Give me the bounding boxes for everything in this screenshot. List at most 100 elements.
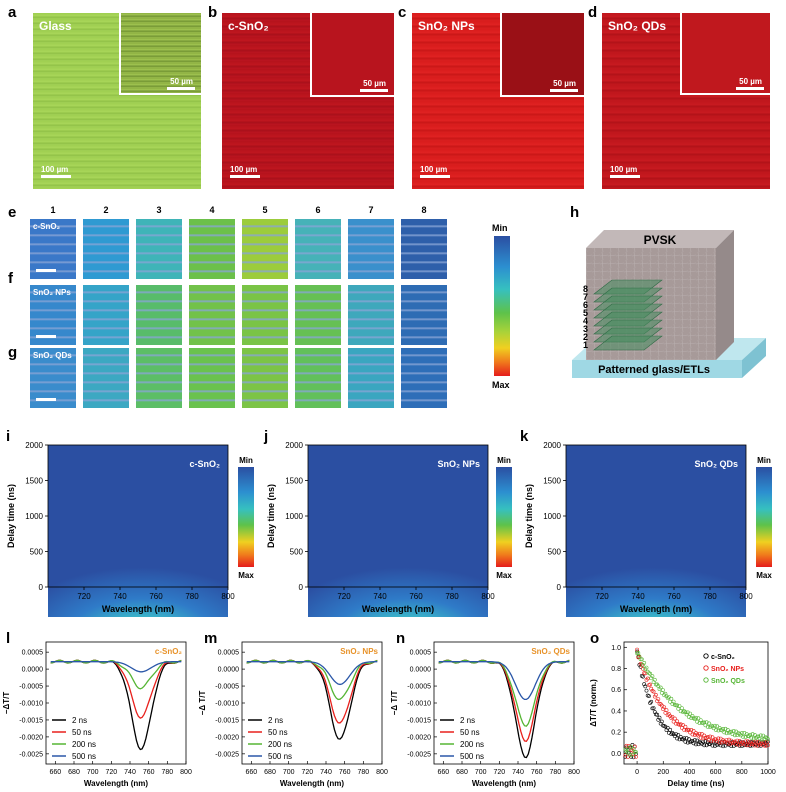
y-tick-label: 0.0 bbox=[611, 751, 621, 758]
heatmap-signal bbox=[566, 544, 746, 617]
x-tick-label: 800 bbox=[568, 769, 580, 776]
pl-map-cell bbox=[189, 219, 235, 279]
data-point bbox=[678, 735, 683, 739]
data-point bbox=[664, 708, 669, 713]
data-point bbox=[623, 753, 628, 758]
data-point bbox=[668, 727, 673, 732]
x-tick-label: 1000 bbox=[760, 769, 776, 776]
data-point bbox=[662, 705, 667, 710]
panel-letter-g: g bbox=[8, 344, 18, 361]
pl-map-cell bbox=[348, 285, 394, 345]
plot-frame bbox=[241, 641, 383, 765]
x-tick-label: 400 bbox=[684, 769, 696, 776]
heatmap-k: 720 740 760 780 800 0 500 1000 1500 2000 Wavelengt… bbox=[524, 441, 772, 617]
column-number: 6 bbox=[315, 205, 321, 215]
data-point bbox=[752, 743, 757, 748]
inset-c-sno2 bbox=[310, 13, 394, 97]
data-point bbox=[687, 715, 691, 719]
data-point bbox=[735, 738, 740, 743]
scale-bar bbox=[36, 398, 56, 401]
data-point bbox=[674, 703, 678, 708]
spectra-chart-l: 660 680 700 720 740 760 780 800 0.0005 0.0000 -0.0… bbox=[2, 641, 192, 788]
data-point bbox=[741, 735, 746, 739]
panel-letter-f: f bbox=[8, 270, 13, 287]
y-tick-label: 0 bbox=[299, 583, 304, 592]
layer-number: 1 bbox=[583, 340, 588, 350]
data-point bbox=[661, 688, 665, 693]
heatmap-title: SnO₂ QDs bbox=[694, 459, 738, 469]
x-tick-label: 720 bbox=[595, 592, 609, 601]
series-line bbox=[50, 659, 182, 719]
column-number: 4 bbox=[209, 205, 215, 215]
y-tick-label: 500 bbox=[290, 548, 304, 557]
heatmap-i: 720 740 760 780 800 0 500 1000 1500 2000 Wavelengt… bbox=[6, 441, 254, 617]
row-title: SnO₂ QDs bbox=[33, 351, 72, 360]
panel-letter-l: l bbox=[6, 630, 11, 647]
series-line bbox=[246, 661, 378, 686]
data-point bbox=[694, 742, 698, 747]
x-axis-label: Wavelength (nm) bbox=[280, 779, 344, 788]
data-point bbox=[685, 740, 690, 745]
y-axis-label: −Δ T/T bbox=[198, 691, 207, 716]
data-point bbox=[682, 709, 687, 714]
x-tick-label: 780 bbox=[357, 769, 369, 776]
data-point bbox=[689, 728, 694, 732]
pl-map-cell bbox=[83, 219, 129, 279]
data-point bbox=[682, 728, 687, 732]
data-point bbox=[649, 699, 654, 704]
data-point bbox=[626, 746, 631, 751]
pl-map-cell bbox=[295, 219, 341, 279]
x-axis-label: Wavelength (nm) bbox=[84, 779, 148, 788]
x-tick-label: 800 bbox=[736, 769, 748, 776]
legend-label: 500 ns bbox=[268, 752, 292, 761]
data-point bbox=[648, 701, 653, 705]
data-point bbox=[748, 732, 753, 737]
data-point bbox=[702, 743, 707, 748]
x-tick-label: 720 bbox=[493, 769, 505, 776]
x-tick-label: 700 bbox=[283, 769, 295, 776]
column-number: 3 bbox=[156, 205, 162, 215]
legend-label: 50 ns bbox=[72, 728, 92, 737]
data-point bbox=[717, 726, 722, 730]
pl-map-cell bbox=[348, 219, 394, 279]
inset-scale-label: 50 µm bbox=[170, 77, 193, 86]
data-point bbox=[652, 677, 657, 682]
data-point bbox=[669, 716, 674, 721]
layer-number: 4 bbox=[583, 316, 588, 326]
pvsk-label: PVSK bbox=[644, 233, 677, 247]
data-point bbox=[675, 703, 680, 708]
data-point bbox=[725, 741, 730, 746]
data-point bbox=[644, 665, 649, 670]
panel-letter-e: e bbox=[8, 204, 17, 221]
x-tick-label: 680 bbox=[456, 769, 468, 776]
x-tick-label: 660 bbox=[49, 769, 61, 776]
data-point bbox=[642, 682, 647, 687]
heatmap-title: SnO₂ NPs bbox=[437, 459, 480, 469]
data-point bbox=[728, 742, 733, 746]
x-tick-label: 740 bbox=[512, 769, 524, 776]
series-line bbox=[50, 659, 182, 751]
x-tick-label: 760 bbox=[409, 592, 423, 601]
data-point bbox=[635, 647, 640, 652]
pl-map-cell bbox=[242, 285, 288, 345]
panel-letter-b: b bbox=[208, 4, 218, 21]
x-tick-label: 720 bbox=[77, 592, 91, 601]
panel-letter-c: c bbox=[398, 4, 407, 21]
data-point bbox=[680, 706, 684, 711]
scale-label: 100 µm bbox=[41, 165, 69, 174]
legend-marker bbox=[703, 677, 709, 683]
y-tick-label: -0.0020 bbox=[407, 734, 431, 741]
data-point bbox=[672, 716, 677, 721]
legend-label: 50 ns bbox=[460, 728, 480, 737]
data-point bbox=[638, 657, 643, 662]
x-tick-label: 660 bbox=[437, 769, 449, 776]
data-point bbox=[743, 739, 748, 744]
data-point bbox=[641, 667, 645, 671]
x-tick-label: 760 bbox=[667, 592, 681, 601]
substrate-side bbox=[742, 338, 766, 378]
data-point bbox=[717, 740, 722, 745]
data-point bbox=[669, 732, 674, 737]
colorbar bbox=[238, 467, 254, 567]
data-point bbox=[657, 715, 662, 720]
y-axis-label: Delay time (ns) bbox=[524, 484, 534, 548]
